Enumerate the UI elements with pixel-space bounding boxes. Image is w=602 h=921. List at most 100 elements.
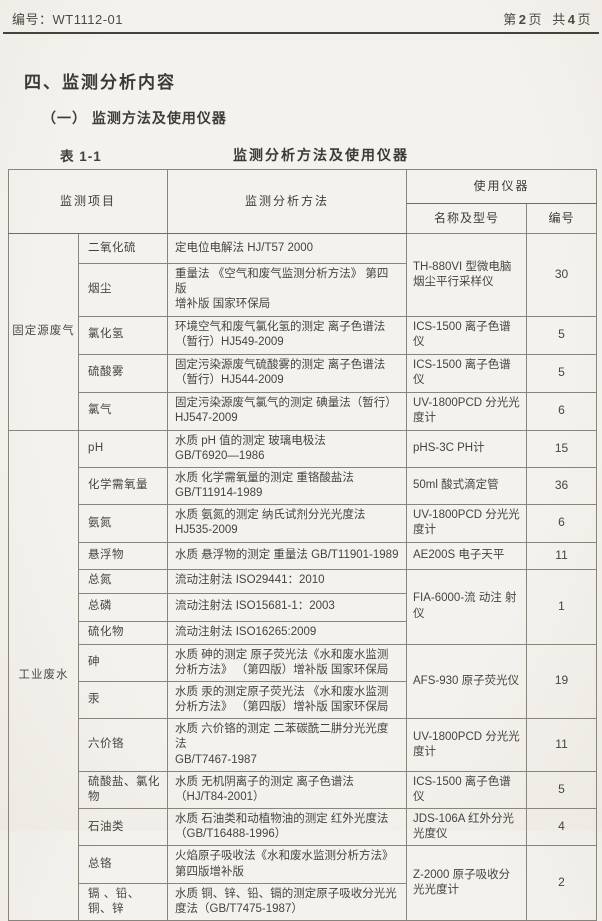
item-cell: 石油类 (77, 808, 169, 847)
table-row: 烟尘 重量法 《空气和废气监测分析方法》 第四版 增补版 国家环保局 (9, 263, 597, 317)
item-cell: 汞 (77, 680, 169, 720)
table-caption: 监测分析方法及使用仪器 (233, 147, 409, 163)
group-cell-industrial-wastewater: 工业废水 (8, 429, 79, 921)
instrument-cell: TH-880VI 型微电脑烟尘平行采样仪 (406, 233, 528, 317)
table-row: 石油类 水质 石油类和动植物油的测定 红外光度法 （GB/T16488-1996… (9, 808, 598, 847)
method-cell: 水质 悬浮物的测定 重量法 GB/T11901-1989 (167, 541, 408, 570)
instrument-cell: FIA-6000-流 动注 射仪 (406, 568, 528, 645)
item-cell: 镉 、铅、铜、锌 (77, 882, 169, 921)
method-cell: 水质 六价铬的测定 二苯碳酰二肼分光光度法 GB/T7467-1987 (167, 718, 408, 772)
number-cell: 5 (526, 353, 598, 393)
method-cell: 水质 石油类和动植物油的测定 红外光度法 （GB/T16488-1996） (167, 808, 408, 847)
instrument-cell: UV-1800PCD 分光光度计 (406, 718, 528, 772)
header-rule (3, 32, 599, 34)
header-monitoring-item: 监测项目 (7, 169, 169, 234)
method-cell: 水质 pH 值的测定 玻璃电极法 GB/T6920—1986 (167, 429, 408, 468)
page-indicator-word: 页 (528, 12, 542, 27)
header-number: 编号 (526, 203, 598, 234)
instrument-cell: Z-2000 原子吸收分光光度计 (406, 845, 528, 921)
section-subtitle: （一） 监测方法及使用仪器 (42, 110, 227, 126)
page-current-number: 2 (518, 12, 527, 27)
page-total-number: 4 (567, 12, 576, 27)
number-cell: 6 (526, 391, 598, 431)
table-header: 监测项目 监测分析方法 使用仪器 名称及型号 编号 (7, 169, 598, 234)
item-cell: 总磷 (77, 592, 169, 622)
number-cell: 2 (526, 845, 598, 921)
page-indicator-word: 第 (503, 12, 517, 27)
instrument-cell: pHS-3C PH计 (406, 429, 528, 468)
item-cell: 氨氮 (77, 504, 169, 543)
item-cell: 六价铬 (77, 718, 169, 772)
item-cell: 化学需氧量 (77, 466, 169, 506)
item-cell: 砷 (77, 643, 169, 682)
table-caption-row: 表 1-1 监测分析方法及使用仪器 (0, 145, 602, 164)
table-row: 砷 水质 砷的测定 原子荧光法《水和废水监测分析方法》 （第四版）增补版 国家环… (9, 643, 598, 720)
instrument-cell: ICS-1500 离子色谱仪 (406, 353, 528, 393)
item-cell: 悬浮物 (77, 541, 169, 570)
method-cell: 定电位电解法 HJ/T57 2000 (167, 233, 408, 264)
item-cell: pH (77, 429, 169, 468)
instrument-cell: UV-1800PCD 分光光度计 (406, 391, 528, 431)
instrument-cell: UV-1800PCD 分光光度计 (406, 504, 528, 543)
table-row: 硫酸雾 固定污染源废气硫酸雾的测定 离子色谱法（暂行）HJ544-2009 IC… (9, 353, 598, 393)
instrument-cell: AFS-930 原子荧光仪 (406, 643, 528, 720)
method-cell: 流动注射法 ISO29441：2010 (167, 568, 408, 594)
item-cell: 氯气 (77, 391, 169, 431)
number-cell: 36 (526, 466, 598, 506)
method-cell: 水质 砷的测定 原子荧光法《水和废水监测分析方法》 （第四版）增补版 国家环保局 (167, 643, 408, 682)
method-cell: 重量法 《空气和废气监测分析方法》 第四版 增补版 国家环保局 (167, 263, 408, 317)
method-cell: 水质 无机阴离子的测定 离子色谱法 （HJ/T84-2001） (167, 770, 408, 810)
item-cell: 总氮 (77, 568, 169, 594)
method-cell: 环境空气和废气氯化氢的测定 离子色谱法（暂行）HJ549-2009 (167, 315, 408, 355)
method-cell: 水质 化学需氧量的测定 重铬酸盐法 GB/T11914-1989 (167, 466, 408, 506)
table-row: 工业废水 pH 水质 pH 值的测定 玻璃电极法 GB/T6920—1986 p… (8, 429, 598, 921)
item-cell: 硫酸雾 (77, 353, 169, 393)
page-indicator-word: 页 (577, 12, 591, 27)
table-row: 总氮 流动注射法 ISO29441：2010 FIA-6000-流 动注 射仪 … (9, 568, 598, 645)
table-row: 悬浮物 水质 悬浮物的测定 重量法 GB/T11901-1989 AE200S … (9, 541, 598, 570)
method-cell: 水质 氨氮的测定 纳氏试剂分光光度法 HJ535-2009 (167, 504, 408, 543)
table-row: 固定源废气 二氧化硫 定电位电解法 HJ/T57 2000 TH-880VI 型… (8, 233, 598, 431)
number-cell: 15 (526, 429, 598, 468)
item-cell: 硫酸盐、氯化物 (77, 770, 169, 810)
table-row: 化学需氧量 水质 化学需氧量的测定 重铬酸盐法 GB/T11914-1989 5… (9, 466, 598, 506)
table-subheader-row: 名称及型号 编号 (9, 203, 598, 234)
table-row: 氯化氢 环境空气和废气氯化氢的测定 离子色谱法（暂行）HJ549-2009 IC… (9, 315, 598, 355)
method-cell: 水质 铜、锌、铅、镉的测定原子吸收分光光度法（GB/T7475-1987） (167, 882, 408, 921)
item-cell: 总铬 (77, 845, 169, 884)
item-cell: 烟尘 (77, 263, 169, 317)
item-cell: 二氧化硫 (77, 233, 169, 264)
number-cell: 30 (526, 233, 598, 317)
method-cell: 水质 汞的测定原子荧光法 《水和废水监测分析方法》 （第四版）增补版 国家环保局 (167, 680, 408, 720)
table-label: 表 1-1 (60, 149, 102, 164)
table-row: 汞 水质 汞的测定原子荧光法 《水和废水监测分析方法》 （第四版）增补版 国家环… (9, 680, 597, 720)
item-cell: 氯化氢 (77, 315, 169, 355)
method-cell: 流动注射法 ISO15681-1：2003 (167, 592, 408, 622)
item-cell: 硫化物 (77, 620, 169, 645)
number-cell: 19 (526, 643, 598, 720)
header-name-model: 名称及型号 (406, 203, 528, 234)
doc-number: 编号：WT1112-01 (12, 12, 123, 27)
number-cell: 4 (526, 808, 598, 847)
table-row: 硫酸盐、氯化物 水质 无机阴离子的测定 离子色谱法 （HJ/T84-2001） … (9, 770, 598, 810)
table-row: 六价铬 水质 六价铬的测定 二苯碳酰二肼分光光度法 GB/T7467-1987 … (9, 718, 598, 772)
table-row: 硫化物 流动注射法 ISO16265:2009 (9, 620, 597, 645)
table-header-row: 监测项目 监测分析方法 使用仪器 (7, 169, 598, 234)
table-row: 总铬 火焰原子吸收法《水和废水监测分析方法》第四版增补版 Z-2000 原子吸收… (9, 845, 598, 921)
number-cell: 1 (526, 568, 598, 645)
instrument-cell: ICS-1500 离子色谱仪 (406, 770, 528, 810)
page-indicator-word: 共 (552, 12, 566, 27)
method-cell: 火焰原子吸收法《水和废水监测分析方法》第四版增补版 (167, 845, 408, 884)
instrument-cell: ICS-1500 离子色谱仪 (406, 315, 528, 355)
number-cell: 6 (526, 504, 598, 543)
method-cell: 流动注射法 ISO16265:2009 (167, 620, 408, 645)
number-cell: 5 (526, 315, 598, 355)
number-cell: 11 (526, 718, 598, 772)
table-row: 氨氮 水质 氨氮的测定 纳氏试剂分光光度法 HJ535-2009 UV-1800… (9, 504, 598, 543)
group-cell-flue-gas: 固定源废气 (8, 233, 79, 431)
table-row: 氯气 固定污染源废气氯气的测定 碘量法（暂行） HJ547-2009 UV-18… (9, 391, 598, 431)
header-instrument-used: 使用仪器 (406, 169, 598, 204)
table-body: 固定源废气 二氧化硫 定电位电解法 HJ/T57 2000 TH-880VI 型… (8, 233, 598, 921)
